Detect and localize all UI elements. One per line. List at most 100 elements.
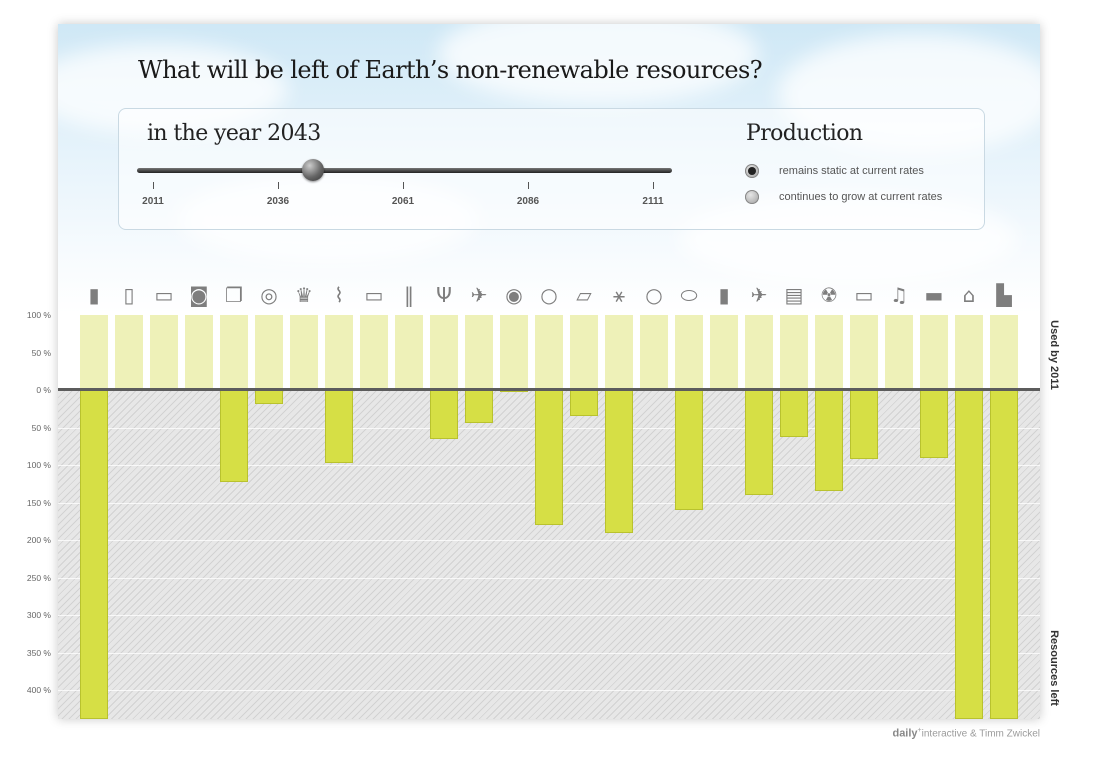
used-bar: [255, 315, 283, 390]
gridline: [58, 652, 1040, 654]
used-bar: [220, 315, 248, 390]
used-bar: [500, 315, 528, 390]
used-bar: [605, 315, 633, 390]
resources-left-bar: [745, 390, 773, 495]
resources-left-bar: [675, 390, 703, 510]
radio-grow[interactable]: [745, 190, 759, 204]
wind-turbine-icon: ⚹: [613, 283, 625, 307]
slider-tick-label: 2061: [391, 196, 415, 207]
radiation-icon: ☢: [820, 283, 838, 307]
used-bar: [920, 315, 948, 390]
resources-left-bar: [990, 390, 1018, 719]
resources-left-bar: [955, 390, 983, 719]
y-tick-label: 200 %: [26, 535, 51, 545]
y-tick-label: 400 %: [26, 685, 51, 695]
resources-left-bar: [815, 390, 843, 492]
capsule-icon: ⬭: [680, 283, 698, 307]
saxophone-icon: ♫: [890, 283, 908, 307]
y-tick-label: 50 %: [31, 347, 51, 358]
slider-tick: [278, 182, 279, 189]
used-bar: [885, 315, 913, 390]
ring-icon: ○: [540, 283, 558, 307]
slider-tick: [153, 182, 154, 189]
y-tick-label: 0 %: [36, 385, 51, 395]
used-bar: [955, 315, 983, 390]
used-bar: [745, 315, 773, 390]
y-tick-label: 100 %: [26, 460, 51, 470]
used-bar: [80, 315, 108, 390]
used-bar: [185, 315, 213, 390]
used-bar: [360, 315, 388, 390]
resources-left-bar: [920, 390, 948, 458]
y-tick-label: 300 %: [26, 610, 51, 620]
used-bar: [465, 315, 493, 390]
used-bar: [640, 315, 668, 390]
y-tick-label: 100 %: [26, 310, 51, 320]
monitor-icon: ▭: [364, 283, 384, 307]
resources-left-bar: [850, 390, 878, 459]
used-bar: [780, 315, 808, 390]
resources-left-bar: [325, 390, 353, 463]
slider-tick-label: 2086: [516, 196, 540, 207]
slider-tick: [653, 182, 654, 189]
bucket-icon: ◙: [189, 283, 209, 307]
slider-tick-label: 2111: [642, 196, 664, 207]
car-icon: ▬: [924, 283, 944, 307]
y-tick-label: 250 %: [26, 572, 51, 583]
paint-bucket-icon: ▮: [88, 283, 100, 307]
year-slider-handle[interactable]: [302, 159, 324, 181]
credit-line: daily+interactive & Timm Zwickel: [892, 727, 1040, 740]
pencils-icon: ‖: [404, 283, 414, 307]
monitor-icon: ▭: [854, 283, 874, 307]
fork-spoon-icon: ⌇: [334, 283, 344, 307]
coin-icon: ◉: [505, 283, 523, 307]
credit-brand: daily: [892, 727, 918, 740]
chart-card: What will be left of Earth’s non-renewab…: [58, 24, 1040, 719]
resources-left-bar: [255, 390, 283, 404]
resources-left-bar: [220, 390, 248, 482]
used-bar: [815, 315, 843, 390]
resources-left-bar: [535, 390, 563, 525]
production-grow-label: continues to grow at current rates: [779, 191, 943, 203]
used-bar: [150, 315, 178, 390]
resource-icons-row: ▮ ▯ ▭ ◙ ❐ ◎ ♛ ⌇ ▭ ‖ Ψ ✈ ◉ ○ ▱ ⚹ ○ ⬭ ▮ ✈ ▤ ☢ ▭ ♫ ▬ ⌂ ▙: [58, 279, 1040, 309]
gridline: [58, 615, 1040, 616]
gridline: [58, 577, 1040, 579]
page-title: What will be left of Earth’s non-renewab…: [138, 56, 763, 84]
used-bar: [290, 315, 318, 390]
used-bar: [675, 315, 703, 390]
resources-left-label: Resources left: [1048, 630, 1060, 706]
zero-line: [58, 388, 1040, 391]
used-bar: [430, 315, 458, 390]
resources-left-bar: [605, 390, 633, 533]
slider-tick-label: 2036: [266, 196, 290, 207]
used-bar: [115, 315, 143, 390]
gridline: [58, 540, 1040, 541]
monitor-icon: ▭: [154, 283, 174, 307]
bar-plot: [58, 313, 1040, 719]
cutlery-icon: Ψ: [436, 283, 452, 307]
airplane-icon: ✈: [470, 283, 488, 307]
house-icon: ⌂: [962, 283, 976, 307]
radio-icon: ▤: [784, 283, 804, 307]
year-slider-track[interactable]: [137, 168, 672, 173]
crown-icon: ♛: [295, 283, 313, 307]
slider-tick: [528, 182, 529, 189]
used-bar: [535, 315, 563, 390]
slider-tick-label: 2011: [142, 196, 164, 207]
control-panel: in the year 2043 2011 2036 2061 2086 211…: [118, 108, 985, 230]
used-bar: [570, 315, 598, 390]
battery-icon: ▯: [123, 283, 135, 307]
airplane-icon: ✈: [750, 283, 768, 307]
used-bar: [710, 315, 738, 390]
resources-left-bar: [780, 390, 808, 437]
resources-left-bar: [465, 390, 493, 423]
brick-icon: ▱: [576, 283, 592, 307]
resources-left-bar: [570, 390, 598, 417]
cable-coil-icon: ◎: [260, 283, 278, 307]
documents-icon: ❐: [225, 283, 243, 307]
used-bar: [990, 315, 1018, 390]
radio-static[interactable]: [745, 164, 759, 178]
ring-icon: ○: [645, 283, 663, 307]
factory-icon: ▙: [996, 283, 1012, 307]
